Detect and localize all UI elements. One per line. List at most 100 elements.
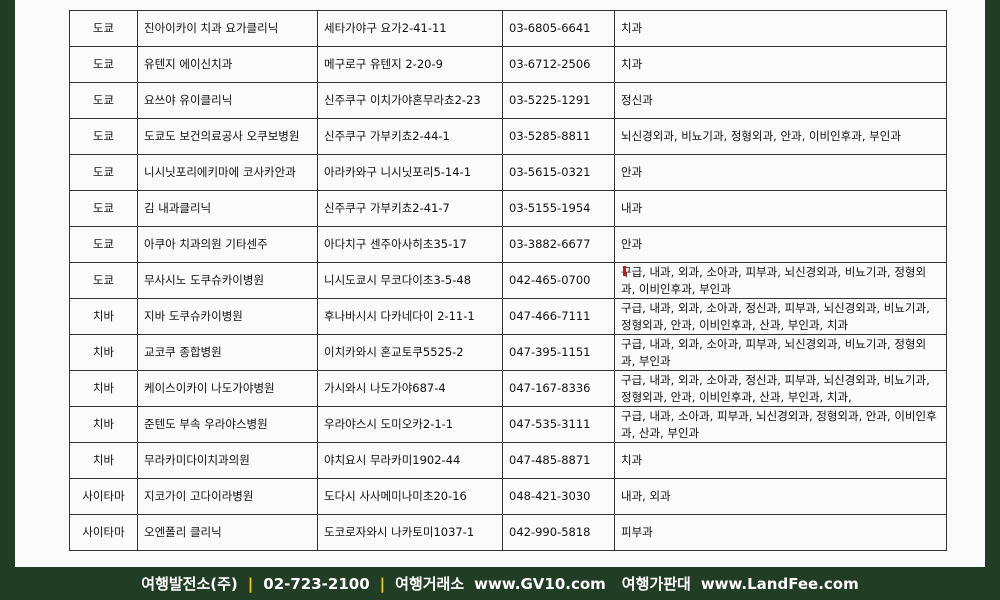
departments-cell: 구급, 내과, 외과, 소아과, 정신과, 피부과, 뇌신경외과, 비뇨기과, …: [614, 370, 947, 407]
phone-cell: 03-6712-2506: [502, 46, 615, 83]
address-cell: 도코로자와시 나카토미1037-1: [317, 514, 503, 551]
hospital-name-cell: 니시닛포리에키마에 코사카안과: [137, 154, 318, 191]
region-cell: 치바: [69, 298, 138, 335]
departments-cell: 구급, 내과, 외과, 소아과, 정신과, 피부과, 뇌신경외과, 비뇨기과, …: [614, 298, 947, 335]
address-cell: 이치카와시 혼교토쿠5525-2: [317, 334, 503, 371]
table-row: 치바 준텐도 부속 우라야스병원 우라야스시 도미오카2-1-1 047-535-31…: [69, 406, 947, 443]
phone-cell: 03-5155-1954: [502, 190, 615, 227]
phone-cell: 047-466-7111: [502, 298, 615, 335]
table-row: 치바 무라카미다이치과의원 야치요시 무라카미1902-44 047-485-8871…: [69, 442, 947, 479]
departments-cell: 정신과: [614, 82, 947, 119]
footer-bar: 여행발전소(주) | 02-723-2100 | 여행거래소 www.GV10.…: [0, 567, 1000, 600]
region-cell: 도쿄: [69, 46, 138, 83]
phone-cell: 042-465-0700: [502, 262, 615, 299]
hospital-name-cell: 케이스이카이 나도가야병원: [137, 370, 318, 407]
address-cell: 신주쿠구 이치가야혼무라쵸2-23: [317, 82, 503, 119]
phone-cell: 03-5615-0321: [502, 154, 615, 191]
exchange-label: 여행거래소: [395, 575, 465, 593]
address-cell: 도다시 사사메미나미초20-16: [317, 478, 503, 515]
hospital-name-cell: 유텐지 에이신치과: [137, 46, 318, 83]
departments-cell: 치과: [614, 10, 947, 47]
separator: |: [247, 574, 254, 593]
phone-cell: 047-535-3111: [502, 406, 615, 443]
address-cell: 세타가야구 요가2-41-11: [317, 10, 503, 47]
hospital-name-cell: 도쿄도 보건의료공사 오쿠보병원: [137, 118, 318, 155]
hospital-name-cell: 요쓰야 유이클리닉: [137, 82, 318, 119]
hospital-name-cell: 지코가이 고다이라병원: [137, 478, 318, 515]
phone: 02-723-2100: [263, 574, 370, 593]
region-cell: 사이타마: [69, 514, 138, 551]
departments-cell: 내과, 외과: [614, 478, 947, 515]
region-cell: 도쿄: [69, 10, 138, 47]
hospital-name-cell: 지바 도쿠슈카이병원: [137, 298, 318, 335]
document-sheet: 도쿄 진아이카이 치과 요가클리닉 세타가야구 요가2-41-11 03-6805-6…: [15, 0, 985, 567]
stand-url[interactable]: www.LandFee.com: [700, 574, 859, 593]
hospital-table: 도쿄 진아이카이 치과 요가클리닉 세타가야구 요가2-41-11 03-6805-6…: [69, 10, 947, 551]
region-cell: 도쿄: [69, 190, 138, 227]
table-row: 치바 교코쿠 종합병원 이치카와시 혼교토쿠5525-2 047-395-1151 구급…: [69, 334, 947, 371]
table-row: 치바 지바 도쿠슈카이병원 후나바시시 다카네다이 2-11-1 047-466-71…: [69, 298, 947, 335]
address-cell: 메구로구 유텐지 2-20-9: [317, 46, 503, 83]
table-row: 도쿄 유텐지 에이신치과 메구로구 유텐지 2-20-9 03-6712-2506 치과: [69, 46, 947, 83]
phone-cell: 03-3882-6677: [502, 226, 615, 263]
phone-cell: 03-5285-8811: [502, 118, 615, 155]
region-cell: 치바: [69, 442, 138, 479]
table-row: 도쿄 아쿠아 치과의원 기타센주 아다치구 센주아사히초35-17 03-3882-6…: [69, 226, 947, 263]
table-row: 사이타마 오엔폴리 클리닉 도코로자와시 나카토미1037-1 042-990-581…: [69, 514, 947, 551]
departments-cell: 치과: [614, 442, 947, 479]
separator: |: [379, 574, 386, 593]
address-cell: 신주쿠구 가부키쵸2-41-7: [317, 190, 503, 227]
phone-cell: 03-6805-6641: [502, 10, 615, 47]
hospital-name-cell: 아쿠아 치과의원 기타센주: [137, 226, 318, 263]
phone-cell: 042-990-5818: [502, 514, 615, 551]
hospital-name-cell: 진아이카이 치과 요가클리닉: [137, 10, 318, 47]
hospital-name-cell: 오엔폴리 클리닉: [137, 514, 318, 551]
region-cell: 도쿄: [69, 82, 138, 119]
departments-cell: 구급, 내과, 외과, 소아과, 피부과, 뇌신경외과, 비뇨기과, 정형외과,…: [614, 334, 947, 371]
region-cell: 도쿄: [69, 262, 138, 299]
table-row: 도쿄 무사시노 도쿠슈카이병원 니시도쿄시 무코다이초3-5-48 042-465-0…: [69, 262, 947, 299]
table-row: 사이타마 지코가이 고다이라병원 도다시 사사메미나미초20-16 048-421-3…: [69, 478, 947, 515]
table-row: 도쿄 도쿄도 보건의료공사 오쿠보병원 신주쿠구 가부키쵸2-44-1 03-5285…: [69, 118, 947, 155]
region-cell: 사이타마: [69, 478, 138, 515]
region-cell: 도쿄: [69, 118, 138, 155]
address-cell: 아다치구 센주아사히초35-17: [317, 226, 503, 263]
exchange-url[interactable]: www.GV10.com: [474, 574, 606, 593]
address-cell: 아라카와구 니시닛포리5-14-1: [317, 154, 503, 191]
region-cell: 치바: [69, 406, 138, 443]
company-name: 여행발전소(주): [141, 575, 238, 593]
hospital-name-cell: 준텐도 부속 우라야스병원: [137, 406, 318, 443]
table-row: 도쿄 요쓰야 유이클리닉 신주쿠구 이치가야혼무라쵸2-23 03-5225-1291…: [69, 82, 947, 119]
address-cell: 야치요시 무라카미1902-44: [317, 442, 503, 479]
phone-cell: 047-485-8871: [502, 442, 615, 479]
phone-cell: 03-5225-1291: [502, 82, 615, 119]
hospital-name-cell: 김 내과클리닉: [137, 190, 318, 227]
address-cell: 우라야스시 도미오카2-1-1: [317, 406, 503, 443]
region-cell: 치바: [69, 370, 138, 407]
stand-label: 여행가판대: [621, 575, 691, 593]
departments-cell: 구급, 내과, 외과, 소아과, 피부과, 뇌신경외과, 비뇨기과, 정형외과,…: [614, 262, 947, 299]
hospital-name-cell: 무라카미다이치과의원: [137, 442, 318, 479]
hospital-name-cell: 교코쿠 종합병원: [137, 334, 318, 371]
table-row: 도쿄 진아이카이 치과 요가클리닉 세타가야구 요가2-41-11 03-6805-6…: [69, 10, 947, 47]
address-cell: 신주쿠구 가부키쵸2-44-1: [317, 118, 503, 155]
phone-cell: 047-167-8336: [502, 370, 615, 407]
region-cell: 도쿄: [69, 154, 138, 191]
red-marker: [623, 266, 626, 276]
address-cell: 후나바시시 다카네다이 2-11-1: [317, 298, 503, 335]
departments-cell: 안과: [614, 226, 947, 263]
region-cell: 치바: [69, 334, 138, 371]
departments-cell: 안과: [614, 154, 947, 191]
departments-cell: 구급, 내과, 소아과, 피부과, 뇌신경외과, 정형외과, 안과, 이비인후과…: [614, 406, 947, 443]
table-row: 도쿄 김 내과클리닉 신주쿠구 가부키쵸2-41-7 03-5155-1954 내과: [69, 190, 947, 227]
region-cell: 도쿄: [69, 226, 138, 263]
departments-cell: 치과: [614, 46, 947, 83]
hospital-name-cell: 무사시노 도쿠슈카이병원: [137, 262, 318, 299]
departments-cell: 내과: [614, 190, 947, 227]
address-cell: 니시도쿄시 무코다이초3-5-48: [317, 262, 503, 299]
phone-cell: 047-395-1151: [502, 334, 615, 371]
phone-cell: 048-421-3030: [502, 478, 615, 515]
table-row: 치바 케이스이카이 나도가야병원 가시와시 나도가야687-4 047-167-833…: [69, 370, 947, 407]
address-cell: 가시와시 나도가야687-4: [317, 370, 503, 407]
